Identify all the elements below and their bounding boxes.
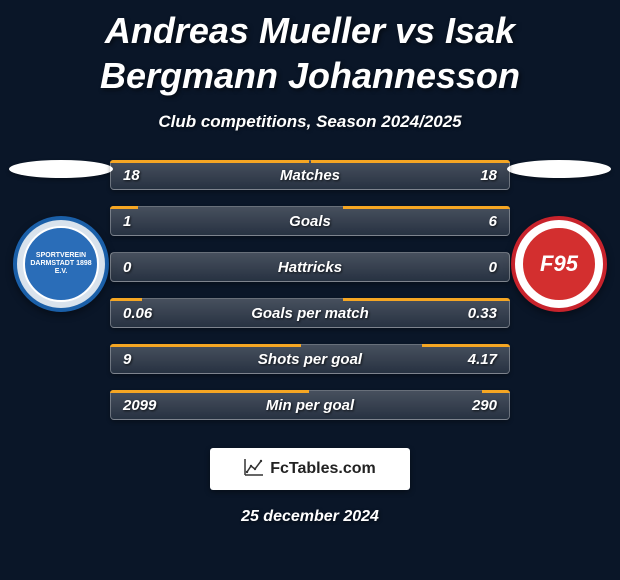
stat-value-right: 6 xyxy=(489,213,497,230)
club-badge-left-text: SPORTVEREIN DARMSTADT 1898 E.V. xyxy=(25,252,97,275)
stat-bar-right xyxy=(343,206,510,209)
player-right-side: F95 xyxy=(504,160,614,312)
stat-row: 0 Hattricks 0 xyxy=(110,252,510,282)
stat-bar-left xyxy=(110,344,301,347)
stat-value-right: 0 xyxy=(489,259,497,276)
stat-label: Hattricks xyxy=(278,259,342,276)
footer-logo: FcTables.com xyxy=(210,448,410,490)
comparison-title: Andreas Mueller vs Isak Bergmann Johanne… xyxy=(0,0,620,98)
stat-value-left: 1 xyxy=(123,213,131,230)
club-badge-right-inner: F95 xyxy=(521,226,597,302)
stat-label: Goals per match xyxy=(251,305,369,322)
stat-row: 2099 Min per goal 290 xyxy=(110,390,510,420)
stat-row: 18 Matches 18 xyxy=(110,160,510,190)
stat-row: 0.06 Goals per match 0.33 xyxy=(110,298,510,328)
player-right-name-pill xyxy=(507,160,611,178)
stat-value-right: 4.17 xyxy=(468,351,497,368)
stat-label: Shots per goal xyxy=(258,351,362,368)
stat-bar-left xyxy=(110,298,142,301)
club-badge-left: SPORTVEREIN DARMSTADT 1898 E.V. xyxy=(13,216,109,312)
stat-bar-right xyxy=(422,344,510,347)
club-badge-right-text: F95 xyxy=(540,251,578,277)
stat-label: Matches xyxy=(280,167,340,184)
stat-value-right: 18 xyxy=(480,167,497,184)
stat-value-left: 0 xyxy=(123,259,131,276)
stats-container: 18 Matches 18 1 Goals 6 0 Hattricks 0 0.06 Goals p… xyxy=(110,160,510,420)
stat-value-left: 0.06 xyxy=(123,305,152,322)
stat-value-right: 0.33 xyxy=(468,305,497,322)
footer-logo-text: FcTables.com xyxy=(270,460,376,478)
stat-row: 1 Goals 6 xyxy=(110,206,510,236)
footer-date: 25 december 2024 xyxy=(0,508,620,526)
stat-bar-right xyxy=(482,390,510,393)
club-badge-left-inner: SPORTVEREIN DARMSTADT 1898 E.V. xyxy=(23,226,99,302)
stat-bar-right xyxy=(343,298,510,301)
stat-bar-left xyxy=(110,390,309,393)
player-left-name-pill xyxy=(9,160,113,178)
player-left-side: SPORTVEREIN DARMSTADT 1898 E.V. xyxy=(6,160,116,312)
stat-value-right: 290 xyxy=(472,397,497,414)
club-badge-right: F95 xyxy=(511,216,607,312)
content-area: SPORTVEREIN DARMSTADT 1898 E.V. F95 18 Ma… xyxy=(0,160,620,420)
stat-value-left: 2099 xyxy=(123,397,156,414)
stat-bar-left xyxy=(110,160,309,163)
stat-row: 9 Shots per goal 4.17 xyxy=(110,344,510,374)
stat-bar-left xyxy=(110,206,138,209)
stat-bar-right xyxy=(311,160,510,163)
competition-subtitle: Club competitions, Season 2024/2025 xyxy=(0,112,620,132)
stat-label: Min per goal xyxy=(266,397,354,414)
stat-label: Goals xyxy=(289,213,331,230)
stat-value-left: 18 xyxy=(123,167,140,184)
stat-value-left: 9 xyxy=(123,351,131,368)
chart-icon xyxy=(244,458,264,481)
